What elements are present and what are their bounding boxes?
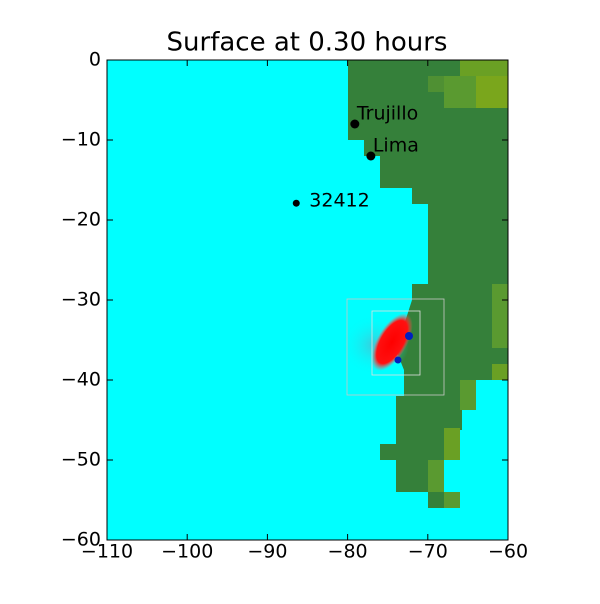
grid-patch [371,310,421,376]
y-tick-label: −10 [61,129,101,151]
y-tick-label: −30 [61,289,101,311]
station-label: Lima [373,135,419,157]
station-label: 32412 [309,190,369,212]
wave-front [371,313,413,371]
station [292,199,300,207]
station [350,119,360,129]
y-tick-label: 0 [89,49,101,71]
y-tick-label: −60 [61,529,101,551]
highland [428,60,508,508]
grid-patch [346,298,445,396]
station [366,151,376,161]
map-layer [107,60,508,540]
station-label: Trujillo [356,103,418,125]
x-tick-label: −80 [328,541,368,563]
x-tick-label: −90 [247,541,287,563]
x-tick-label: −60 [488,541,528,563]
x-tick-label: −100 [161,541,213,563]
wave-peak [394,356,402,364]
chart-title: Surface at 0.30 hours [167,28,448,58]
y-tick-label: −20 [61,209,101,231]
y-tick-label: −40 [61,369,101,391]
x-tick-label: −70 [408,541,448,563]
wave-peak [405,332,413,340]
y-tick-label: −50 [61,449,101,471]
x-tick-label: −110 [81,541,133,563]
